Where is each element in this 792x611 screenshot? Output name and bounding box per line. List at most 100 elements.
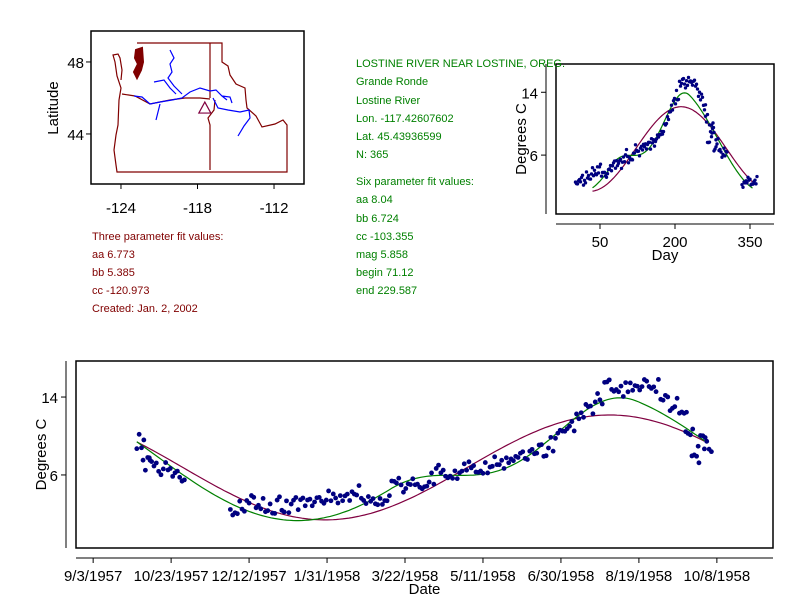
- date-chart: 9/3/1957 10/23/1957 12/12/1957 1/31/1958 3/2…: [33, 360, 774, 598]
- data-point: [286, 510, 292, 516]
- map-frame: [90, 30, 305, 185]
- data-point: [520, 449, 526, 455]
- data-point: [459, 468, 465, 474]
- data-point: [674, 395, 680, 401]
- x-tick-label: 1/31/1958: [294, 568, 361, 585]
- data-point: [256, 502, 261, 508]
- data-point: [718, 147, 722, 152]
- data-point: [619, 166, 624, 171]
- data-point: [139, 445, 144, 451]
- data-point: [347, 498, 353, 503]
- data-point: [398, 482, 404, 488]
- station-lat: Lat. 45.43936599: [356, 131, 442, 143]
- data-point: [377, 496, 383, 501]
- data-point: [637, 154, 642, 158]
- data-point: [337, 493, 343, 499]
- data-point: [237, 498, 243, 504]
- station-lon: Lon. -117.42607602: [356, 113, 454, 125]
- data-point: [370, 496, 376, 502]
- data-point: [584, 170, 589, 174]
- idaho-border: [207, 43, 216, 170]
- data-point: [696, 460, 702, 466]
- data-point: [723, 154, 727, 158]
- data-point: [136, 431, 142, 437]
- data-point: [719, 150, 723, 154]
- data-point: [496, 462, 502, 468]
- data-point: [741, 185, 745, 189]
- data-point: [661, 129, 666, 134]
- data-point: [258, 506, 264, 512]
- data-point: [665, 114, 670, 119]
- data-point: [613, 166, 618, 170]
- data-point: [618, 157, 623, 162]
- data-point: [681, 76, 686, 81]
- data-point: [705, 112, 710, 117]
- x-tick-label: -124: [106, 200, 136, 217]
- data-point: [149, 459, 155, 465]
- y-tick-label: 14: [41, 390, 58, 407]
- data-point: [379, 501, 385, 507]
- data-point: [755, 174, 759, 179]
- data-point: [293, 495, 299, 500]
- data-point: [597, 165, 602, 169]
- data-point: [598, 162, 603, 166]
- data-point: [429, 470, 434, 476]
- data-point: [323, 497, 329, 503]
- data-point: [227, 507, 233, 512]
- data-point: [651, 384, 657, 390]
- data-point: [652, 144, 657, 148]
- data-point: [616, 389, 622, 395]
- data-point: [452, 468, 458, 474]
- river-name: Lostine River: [356, 95, 421, 107]
- x-tick-label: 6/30/1958: [528, 568, 595, 585]
- data-point: [698, 98, 703, 102]
- data-point: [626, 161, 631, 165]
- data-point: [548, 434, 554, 440]
- data-point: [627, 380, 633, 386]
- data-point: [510, 458, 516, 464]
- data-point: [396, 475, 402, 481]
- data-point: [647, 140, 652, 145]
- six-fit-begin: begin 71.12: [356, 267, 414, 279]
- data-point: [616, 161, 621, 166]
- y-axis-label: Degrees C: [513, 103, 530, 175]
- data-point: [408, 482, 413, 487]
- three-fit-title: Three parameter fit values:: [92, 231, 224, 243]
- data-point: [181, 477, 187, 483]
- data-point: [618, 383, 624, 389]
- data-point: [692, 78, 697, 82]
- data-point: [676, 97, 681, 102]
- data-point: [599, 174, 604, 178]
- data-point: [267, 501, 273, 507]
- map-panel: -124 -118 -112 48 44 Latitude: [45, 30, 305, 217]
- data-point: [326, 488, 332, 494]
- data-point: [699, 92, 704, 96]
- y-tick-label: 48: [67, 55, 84, 72]
- data-point: [702, 108, 707, 112]
- data-point: [571, 428, 577, 434]
- three-fit-aa: aa 6.773: [92, 249, 135, 261]
- data-point: [580, 173, 585, 177]
- data-point: [620, 394, 626, 399]
- data-point: [581, 414, 586, 420]
- data-point: [506, 460, 512, 466]
- data-point: [466, 459, 472, 465]
- data-point: [700, 95, 705, 100]
- x-tick-label: -112: [260, 200, 289, 217]
- data-point: [501, 466, 507, 471]
- day-chart: 50 200 350 14 6 Day Degrees C: [513, 63, 775, 264]
- data-point: [356, 483, 362, 489]
- data-point: [141, 437, 147, 443]
- puget-sound: [132, 46, 145, 81]
- data-point: [670, 108, 675, 112]
- data-point: [650, 141, 655, 145]
- data-point: [485, 470, 491, 476]
- data-point: [265, 508, 271, 514]
- data-point: [694, 453, 699, 459]
- x-tick-label: 5/11/1958: [450, 568, 516, 585]
- data-point: [153, 460, 159, 466]
- date-chart-frame: [75, 360, 774, 549]
- data-point: [665, 394, 671, 400]
- data-point: [642, 145, 647, 149]
